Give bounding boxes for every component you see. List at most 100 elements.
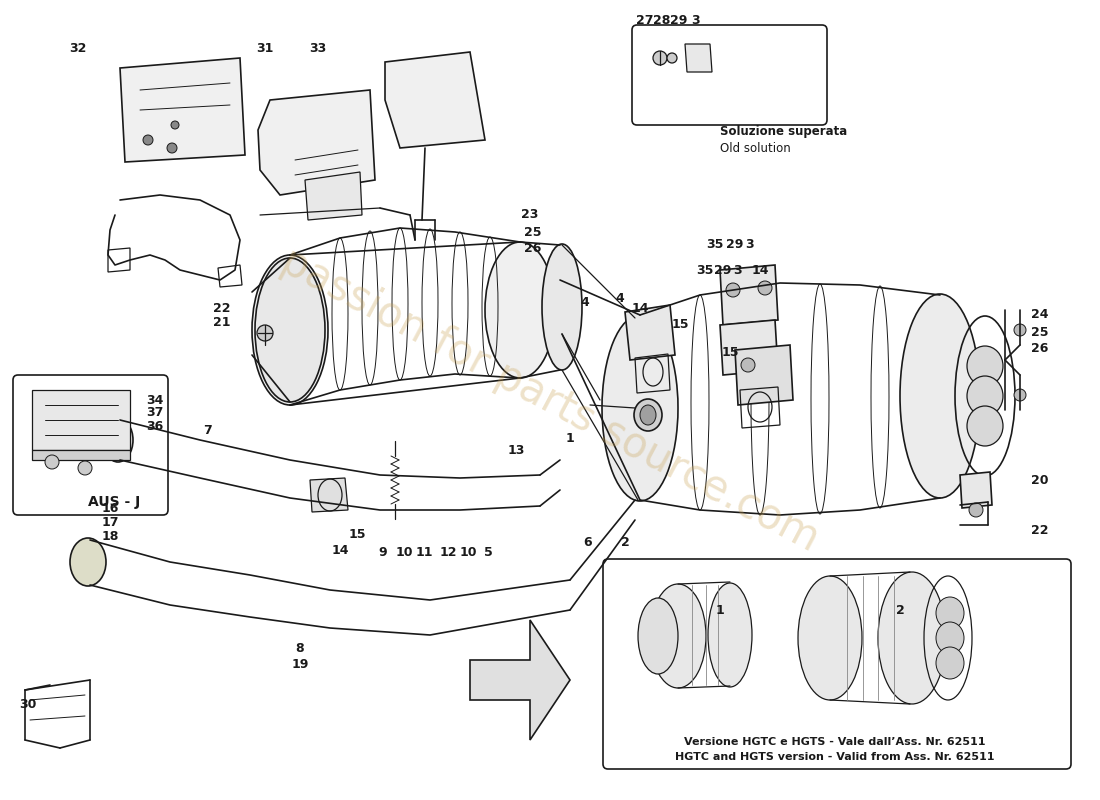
Text: 10: 10	[460, 546, 476, 558]
Polygon shape	[258, 90, 375, 195]
Text: 19: 19	[292, 658, 309, 671]
Ellipse shape	[967, 406, 1003, 446]
Ellipse shape	[485, 242, 556, 378]
Ellipse shape	[252, 255, 328, 405]
Ellipse shape	[638, 598, 678, 674]
Text: 25: 25	[1032, 326, 1048, 338]
Text: 29: 29	[726, 238, 744, 251]
Text: passion for parts source.com: passion for parts source.com	[274, 240, 826, 560]
Text: Soluzione superata: Soluzione superata	[720, 126, 847, 138]
Text: 2: 2	[620, 537, 629, 550]
Text: 25: 25	[525, 226, 541, 238]
Text: HGTC and HGTS version - Valid from Ass. Nr. 62511: HGTC and HGTS version - Valid from Ass. …	[675, 752, 994, 762]
Text: 10: 10	[395, 546, 412, 558]
Text: 9: 9	[378, 546, 387, 558]
Polygon shape	[470, 620, 570, 740]
Ellipse shape	[103, 418, 133, 462]
Text: 32: 32	[69, 42, 87, 54]
Text: 34: 34	[146, 394, 164, 406]
Text: 30: 30	[20, 698, 36, 711]
Ellipse shape	[667, 53, 676, 63]
Ellipse shape	[1014, 389, 1026, 401]
Ellipse shape	[798, 576, 862, 700]
Text: 4: 4	[581, 295, 590, 309]
Polygon shape	[305, 172, 362, 220]
Text: 3: 3	[692, 14, 701, 26]
Polygon shape	[720, 265, 778, 325]
Ellipse shape	[741, 358, 755, 372]
Text: 7: 7	[204, 423, 212, 437]
Ellipse shape	[143, 135, 153, 145]
Text: 15: 15	[349, 527, 365, 541]
Text: 27: 27	[636, 14, 653, 26]
Polygon shape	[120, 58, 245, 162]
Text: 35: 35	[706, 238, 724, 251]
Ellipse shape	[900, 294, 980, 498]
Ellipse shape	[708, 583, 752, 687]
Text: 37: 37	[146, 406, 164, 419]
Polygon shape	[32, 390, 130, 450]
Text: 22: 22	[1032, 523, 1048, 537]
Ellipse shape	[634, 399, 662, 431]
Text: 3: 3	[734, 263, 742, 277]
Ellipse shape	[967, 376, 1003, 416]
Text: 1: 1	[565, 431, 574, 445]
Text: 29: 29	[714, 263, 732, 277]
Text: 36: 36	[146, 419, 164, 433]
Ellipse shape	[936, 622, 964, 654]
Polygon shape	[735, 345, 793, 405]
Ellipse shape	[70, 538, 106, 586]
Ellipse shape	[878, 572, 946, 704]
Text: 26: 26	[525, 242, 541, 254]
Ellipse shape	[758, 281, 772, 295]
Text: 5: 5	[484, 546, 493, 558]
Text: 35: 35	[696, 263, 714, 277]
Ellipse shape	[967, 346, 1003, 386]
Ellipse shape	[45, 455, 59, 469]
Ellipse shape	[170, 121, 179, 129]
Ellipse shape	[78, 461, 92, 475]
Polygon shape	[385, 52, 485, 148]
Ellipse shape	[542, 244, 582, 370]
Text: 2: 2	[895, 603, 904, 617]
Text: 26: 26	[1032, 342, 1048, 354]
Text: 18: 18	[101, 530, 119, 542]
Text: 14: 14	[631, 302, 649, 314]
Ellipse shape	[167, 143, 177, 153]
Polygon shape	[960, 472, 992, 508]
Text: 13: 13	[507, 443, 525, 457]
Ellipse shape	[650, 584, 706, 688]
Text: 8: 8	[296, 642, 305, 654]
Text: 3: 3	[746, 238, 755, 251]
Text: 15: 15	[671, 318, 689, 331]
Text: 28: 28	[653, 14, 671, 26]
Ellipse shape	[257, 325, 273, 341]
Polygon shape	[310, 478, 348, 512]
Ellipse shape	[653, 51, 667, 65]
Text: 6: 6	[584, 537, 592, 550]
Ellipse shape	[255, 258, 324, 402]
Text: Old solution: Old solution	[720, 142, 791, 154]
Ellipse shape	[936, 597, 964, 629]
Text: 4: 4	[616, 291, 625, 305]
Text: Versione HGTC e HGTS - Vale dall’Ass. Nr. 62511: Versione HGTC e HGTS - Vale dall’Ass. Nr…	[684, 737, 986, 747]
Text: AUS - J: AUS - J	[88, 495, 141, 509]
Ellipse shape	[726, 283, 740, 297]
Text: 21: 21	[213, 315, 231, 329]
Text: 33: 33	[309, 42, 327, 54]
Text: 14: 14	[331, 543, 349, 557]
Text: 24: 24	[1032, 309, 1048, 322]
Polygon shape	[720, 320, 778, 375]
Text: 15: 15	[722, 346, 739, 358]
Text: 1: 1	[716, 603, 725, 617]
Ellipse shape	[1014, 324, 1026, 336]
Text: 23: 23	[521, 209, 539, 222]
Ellipse shape	[602, 315, 678, 501]
Text: 11: 11	[416, 546, 432, 558]
Text: 14: 14	[751, 263, 769, 277]
Text: 12: 12	[439, 546, 456, 558]
Ellipse shape	[640, 405, 656, 425]
Text: 17: 17	[101, 515, 119, 529]
Polygon shape	[685, 44, 712, 72]
Text: 22: 22	[213, 302, 231, 314]
